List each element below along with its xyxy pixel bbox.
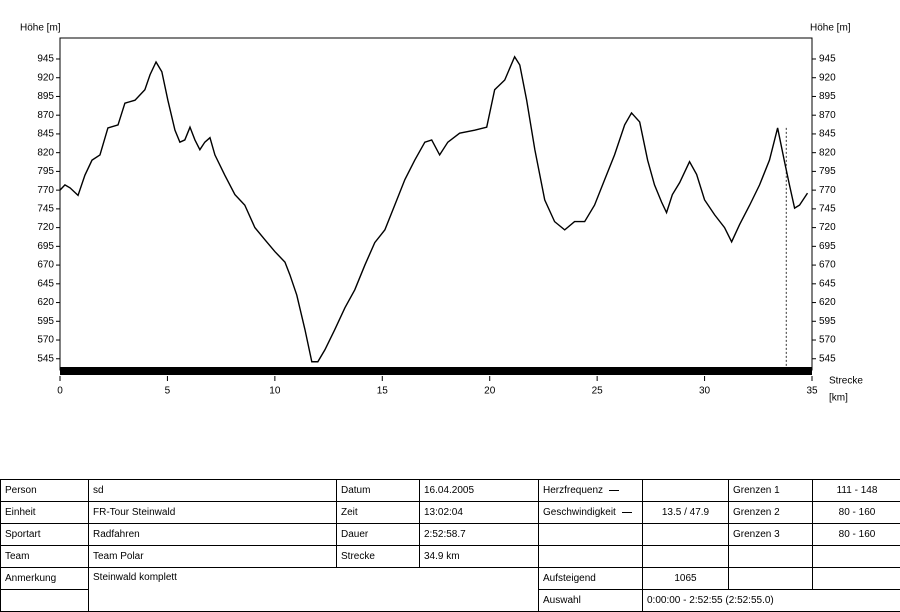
cell-text: Geschwindigkeit — [543, 507, 616, 518]
cell — [729, 568, 813, 590]
cell: Aufsteigend — [539, 568, 643, 590]
x-tick-label: 15 — [377, 386, 389, 397]
cell: 2:52:58.7 — [420, 524, 539, 546]
y-tick-label-right: 745 — [819, 204, 836, 215]
cell: Strecke — [337, 546, 420, 568]
y-tick-label: 895 — [37, 91, 54, 102]
y-axis-label-right: Höhe [m] — [810, 23, 851, 34]
y-axis-label: Höhe [m] — [20, 23, 61, 34]
y-tick-label: 870 — [37, 110, 54, 121]
cell: Steinwald komplett — [89, 568, 539, 612]
cell: 80 - 160 — [813, 524, 900, 546]
cell: 34.9 km — [420, 546, 539, 568]
cell — [729, 546, 813, 568]
cell — [813, 546, 900, 568]
cell: 13.5 / 47.9 — [643, 502, 729, 524]
cell: Dauer — [337, 524, 420, 546]
cell: Team Polar — [89, 546, 337, 568]
cell — [539, 524, 643, 546]
y-tick-label: 695 — [37, 241, 54, 252]
cell — [643, 480, 729, 502]
plot-frame — [60, 38, 812, 370]
cell: Sportart — [1, 524, 89, 546]
y-tick-label-right: 920 — [819, 72, 836, 83]
cell: 13:02:04 — [420, 502, 539, 524]
cell — [1, 590, 89, 612]
x-tick-label: 35 — [806, 386, 818, 397]
cell — [643, 546, 729, 568]
x-tick-label: 30 — [699, 386, 711, 397]
y-tick-label-right: 870 — [819, 110, 836, 121]
y-tick-label-right: 820 — [819, 147, 836, 158]
x-axis-label-unit: [km] — [829, 393, 848, 404]
x-tick-label: 20 — [484, 386, 496, 397]
selection-band — [60, 367, 812, 375]
cell: Zeit — [337, 502, 420, 524]
info-table: Person sd Datum 16.04.2005 Herzfrequenz … — [0, 479, 900, 612]
cell: Grenzen 2 — [729, 502, 813, 524]
y-tick-label-right: 720 — [819, 222, 836, 233]
cell-text: Herzfrequenz — [543, 485, 603, 496]
y-tick-label: 720 — [37, 222, 54, 233]
cell: 0:00:00 - 2:52:55 (2:52:55.0) — [643, 590, 900, 612]
y-tick-label: 670 — [37, 260, 54, 271]
cell: Grenzen 3 — [729, 524, 813, 546]
cell: 1065 — [643, 568, 729, 590]
y-tick-label: 920 — [37, 72, 54, 83]
y-tick-label-right: 795 — [819, 166, 836, 177]
cell: FR-Tour Steinwald — [89, 502, 337, 524]
y-tick-label-right: 670 — [819, 260, 836, 271]
y-tick-label: 820 — [37, 147, 54, 158]
x-tick-label: 25 — [592, 386, 604, 397]
elevation-line — [60, 57, 807, 362]
y-tick-label-right: 645 — [819, 278, 836, 289]
cell: Team — [1, 546, 89, 568]
y-tick-label: 770 — [37, 185, 54, 196]
cell: 111 - 148 — [813, 480, 900, 502]
cell: 80 - 160 — [813, 502, 900, 524]
cell: Person — [1, 480, 89, 502]
legend-line — [609, 490, 619, 491]
legend-line — [622, 512, 632, 513]
cell: Radfahren — [89, 524, 337, 546]
x-axis-label: Strecke — [829, 376, 863, 387]
y-tick-label-right: 570 — [819, 335, 836, 346]
x-tick-label: 0 — [57, 386, 63, 397]
y-tick-label: 845 — [37, 129, 54, 140]
y-tick-label: 545 — [37, 353, 54, 364]
y-tick-label: 645 — [37, 278, 54, 289]
cell: Grenzen 1 — [729, 480, 813, 502]
cell: sd — [89, 480, 337, 502]
y-tick-label: 620 — [37, 297, 54, 308]
y-tick-label-right: 845 — [819, 129, 836, 140]
cell: Geschwindigkeit — [539, 502, 643, 524]
cell: Einheit — [1, 502, 89, 524]
y-tick-label: 745 — [37, 204, 54, 215]
y-tick-label-right: 695 — [819, 241, 836, 252]
y-tick-label-right: 945 — [819, 54, 836, 65]
cell: Herzfrequenz — [539, 480, 643, 502]
cell: 16.04.2005 — [420, 480, 539, 502]
y-tick-label: 795 — [37, 166, 54, 177]
cell — [539, 546, 643, 568]
y-tick-label-right: 545 — [819, 353, 836, 364]
cell: Auswahl — [539, 590, 643, 612]
y-tick-label-right: 620 — [819, 297, 836, 308]
y-tick-label: 570 — [37, 335, 54, 346]
y-tick-label-right: 770 — [819, 185, 836, 196]
chart: Höhe [m] Höhe [m] Strecke [km] 545 545 570… — [0, 0, 900, 470]
x-tick-label: 10 — [269, 386, 281, 397]
cell — [813, 568, 900, 590]
x-tick-label: 5 — [165, 386, 171, 397]
cell — [643, 524, 729, 546]
cell: Anmerkung — [1, 568, 89, 590]
y-tick-label: 945 — [37, 54, 54, 65]
y-tick-label-right: 895 — [819, 91, 836, 102]
y-tick-label: 595 — [37, 316, 54, 327]
y-tick-label-right: 595 — [819, 316, 836, 327]
cell: Datum — [337, 480, 420, 502]
